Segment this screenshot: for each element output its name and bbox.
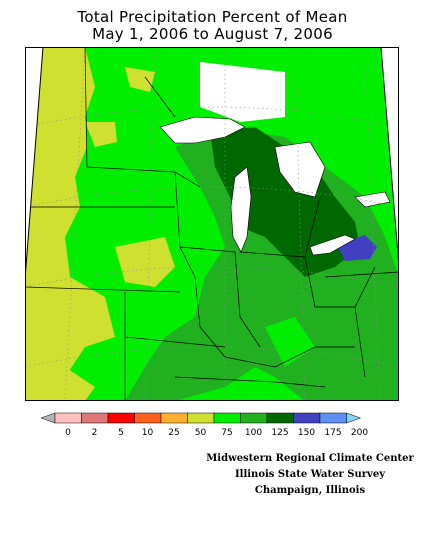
zone-50-75-west (25, 47, 115, 401)
map-title-line-1: Total Precipitation Percent of Mean (77, 8, 348, 26)
legend-label: 100 (245, 428, 262, 438)
legend-swatch (187, 412, 215, 424)
lake-michigan (230, 166, 252, 253)
lake-superior (159, 116, 246, 144)
legend-swatch (160, 412, 188, 424)
legend-swatch (266, 412, 294, 424)
legend-swatch (319, 412, 347, 424)
state-borders (25, 47, 399, 401)
lake-erie (309, 234, 356, 256)
legend-arrow-right (346, 412, 362, 424)
legend-label: 175 (324, 428, 341, 438)
zone-125-150 (210, 127, 360, 277)
credit-line-3: Champaign, Illinois (254, 485, 366, 496)
legend-swatch (54, 412, 82, 424)
legend-labels: 0 2 5 10 25 50 75 100 125 150 175 200 (65, 428, 368, 438)
legend-label: 5 (118, 428, 124, 438)
color-legend: 0 2 5 10 25 50 75 100 125 150 175 200 (40, 412, 368, 438)
legend-color-bar (40, 412, 362, 424)
legend-swatch (81, 412, 109, 424)
legend-label: 0 (65, 428, 71, 438)
map-title-line-2: May 1, 2006 to August 7, 2006 (92, 25, 333, 43)
lake-ontario (354, 191, 391, 208)
legend-swatch (134, 412, 162, 424)
map-border (25, 47, 399, 401)
lake-huron (274, 141, 326, 198)
legend-label: 125 (271, 428, 288, 438)
legend-swatch (240, 412, 268, 424)
legend-label: 50 (195, 428, 207, 438)
legend-label: 75 (221, 428, 232, 438)
legend-arrow-left (40, 412, 56, 424)
legend-swatch (107, 412, 135, 424)
legend-label: 200 (351, 428, 368, 438)
zone-50-75-north (85, 122, 117, 147)
legend-swatch (293, 412, 321, 424)
zone-50-75-central (115, 237, 175, 287)
legend-label: 10 (142, 428, 154, 438)
credit-line-2: Illinois State Water Survey (234, 469, 386, 480)
canada-north (200, 62, 285, 122)
zone-50-75-lakes (125, 67, 155, 92)
zone-75-100-ohio (265, 317, 315, 367)
legend-label: 25 (168, 428, 179, 438)
precipitation-map (25, 47, 399, 401)
legend-label: 150 (298, 428, 315, 438)
legend-label: 2 (92, 428, 98, 438)
legend-swatch (213, 412, 241, 424)
lat-lon-grid (25, 47, 399, 401)
zone-50-75-south (25, 367, 95, 401)
credit-line-1: Midwestern Regional Climate Center (206, 453, 414, 464)
